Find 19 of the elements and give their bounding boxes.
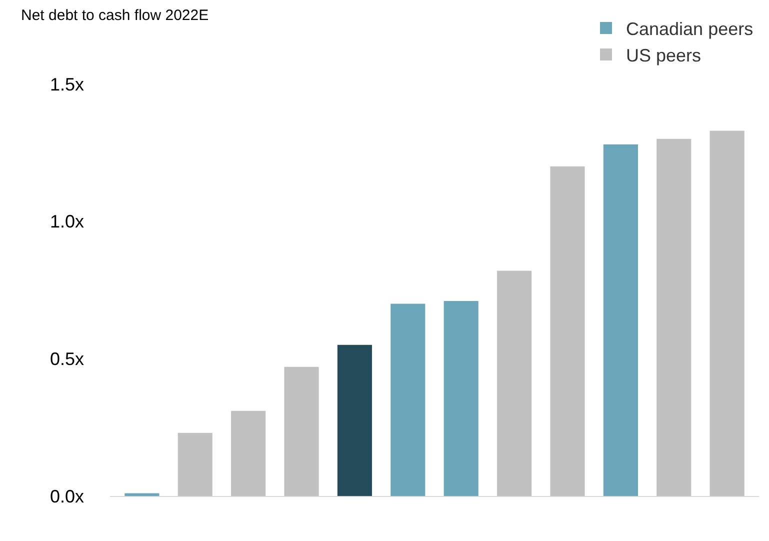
y-axis-title: Net debt to cash flow 2022E [21,7,209,24]
bar [550,166,585,496]
legend-label: US peers [626,45,702,66]
y-tick-label: 0.5x [50,348,84,369]
bar [444,300,478,496]
y-tick-label: 1.0x [50,212,84,232]
bar [231,410,266,496]
y-tick-label: 1.5x [50,74,84,94]
bar [656,138,692,496]
bar [390,304,426,496]
bar [284,366,319,496]
bar [124,493,160,496]
bar [603,144,638,496]
y-tick-label: 0.0x [50,486,84,506]
bar [178,432,212,496]
bar [337,344,372,496]
bar [497,270,532,496]
legend-label: Canadian peers [626,19,754,40]
bar [710,130,744,496]
